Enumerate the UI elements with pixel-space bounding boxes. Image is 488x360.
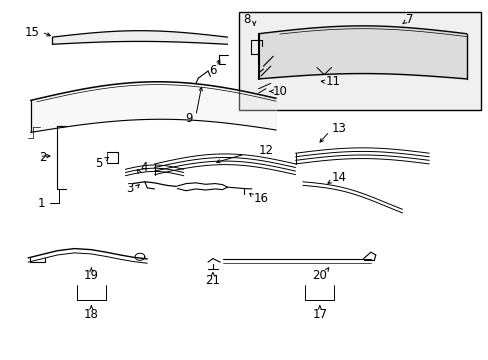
Text: 4: 4	[141, 161, 148, 174]
Text: 6: 6	[209, 64, 216, 77]
Text: 3: 3	[126, 182, 134, 195]
Text: 15: 15	[24, 26, 40, 39]
Text: 9: 9	[184, 112, 192, 125]
Text: 8: 8	[243, 13, 251, 27]
Text: 7: 7	[405, 13, 413, 27]
Text: 21: 21	[205, 274, 220, 287]
Text: 5: 5	[95, 157, 102, 170]
Text: 16: 16	[253, 192, 268, 205]
Text: 17: 17	[312, 308, 326, 321]
Text: 19: 19	[83, 269, 99, 282]
Bar	[239, 12, 480, 111]
Text: 11: 11	[325, 75, 340, 88]
Text: 12: 12	[258, 144, 273, 157]
Text: 20: 20	[312, 269, 326, 282]
Text: 14: 14	[331, 171, 346, 184]
Text: 1: 1	[38, 197, 45, 210]
Text: 2: 2	[39, 151, 46, 165]
Text: 18: 18	[84, 308, 99, 321]
Text: 13: 13	[331, 122, 346, 135]
Text: 10: 10	[272, 85, 287, 98]
